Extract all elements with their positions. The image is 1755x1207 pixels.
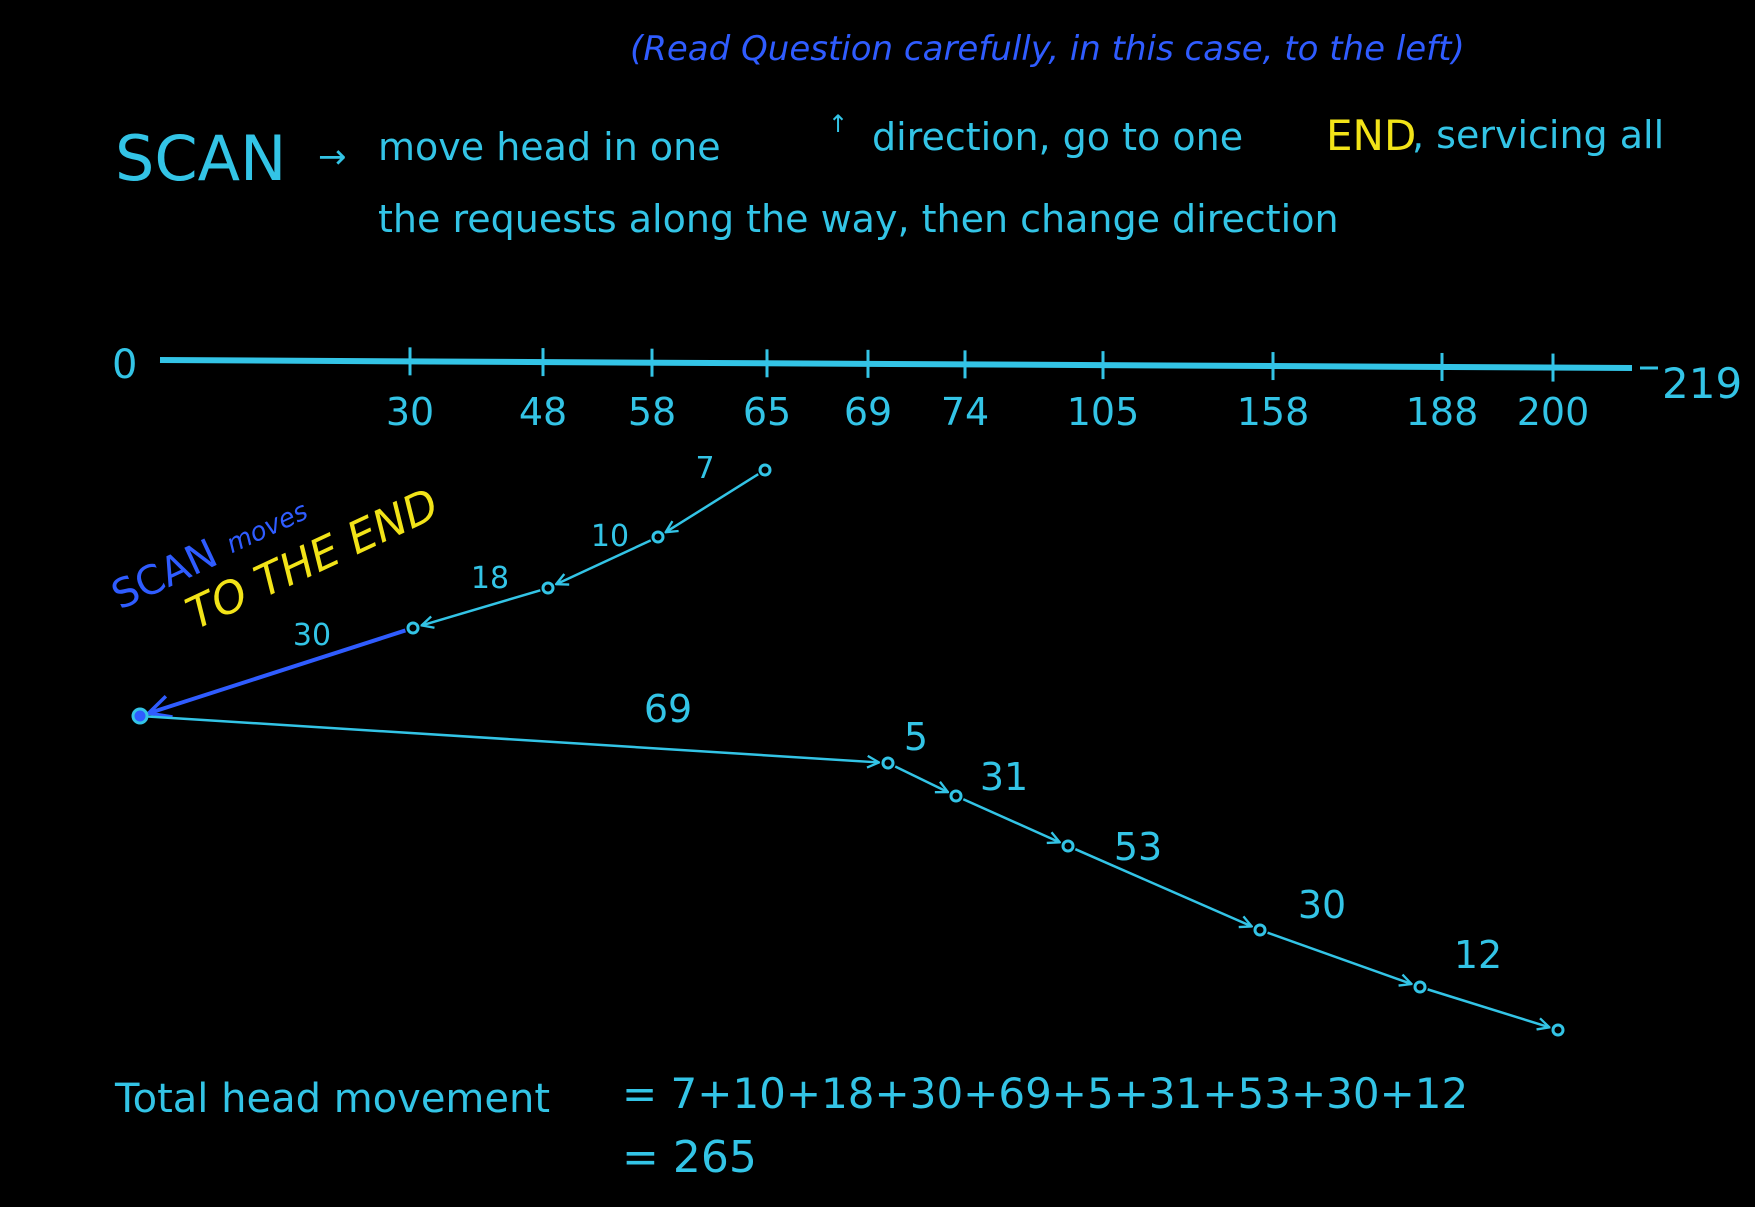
path-node-0 — [131, 707, 149, 725]
axis-ticks: 30 48 58 65 69 74 105 158 188 200 — [386, 347, 1589, 434]
step-distance-label-1: 7 — [695, 451, 714, 486]
path-node-158 — [1253, 923, 1267, 937]
step-distance-label-6: 5 — [904, 715, 928, 759]
number-line: 0 219 30 48 58 65 69 74 105 158 188 200 — [112, 342, 1742, 434]
step-distance-label-9: 30 — [1298, 883, 1346, 927]
path-node-200 — [1551, 1023, 1565, 1037]
total-calculation: Total head movement = 7+10+18+30+69+5+31… — [114, 1069, 1468, 1183]
step-distance-label-8: 53 — [1114, 825, 1162, 869]
step-distance-label-7: 31 — [980, 755, 1028, 799]
tick-label-69: 69 — [844, 390, 892, 434]
tick-label-158: 158 — [1237, 390, 1310, 434]
scan-definition: SCAN → move head in one ↑ direction, go … — [115, 110, 1664, 241]
tick-label-188: 188 — [1406, 390, 1479, 434]
path-segment-1 — [666, 473, 759, 532]
path-segment-2 — [556, 539, 652, 584]
path-segment-9 — [1267, 931, 1412, 984]
definition-arrow: → — [318, 137, 347, 177]
question-note: (Read Question carefully, in this case, … — [630, 29, 1465, 69]
axis-end-label: 219 — [1662, 359, 1742, 408]
scan-term: SCAN — [115, 122, 286, 195]
definition-line1-part2: direction, go to one — [872, 115, 1243, 159]
axis-start-label: 0 — [112, 342, 137, 388]
path-segment-7 — [962, 798, 1059, 842]
tick-label-58: 58 — [628, 390, 676, 434]
definition-line2: the requests along the way, then change … — [378, 197, 1339, 241]
step-distance-label-5: 69 — [644, 687, 692, 731]
path-segment-3 — [422, 589, 541, 625]
path-node-188 — [1413, 980, 1427, 994]
definition-line1-part1: move head in one — [378, 125, 721, 169]
annotation-to-the-end: TO THE END — [179, 479, 447, 640]
path-segment-4 — [149, 628, 406, 713]
step-distance-label-4: 30 — [293, 618, 331, 653]
path-segment-8 — [1074, 848, 1251, 926]
path-node-74 — [949, 789, 963, 803]
step-distance-label-10: 12 — [1454, 933, 1502, 977]
up-arrow-icon: ↑ — [828, 110, 848, 138]
step-distance-label-2: 10 — [591, 519, 629, 554]
path-node-30 — [406, 621, 420, 635]
tick-label-200: 200 — [1517, 390, 1590, 434]
tick-label-30: 30 — [386, 390, 434, 434]
total-expression: = 7+10+18+30+69+5+31+53+30+12 — [622, 1069, 1468, 1118]
path-segment-6 — [894, 765, 948, 792]
path-segment-5 — [147, 715, 879, 763]
step-distance-label-3: 18 — [471, 561, 509, 596]
tick-label-105: 105 — [1067, 390, 1140, 434]
axis-line — [159, 357, 1633, 371]
path-node-65 — [758, 463, 772, 477]
scan-annotation: SCAN moves TO THE END — [105, 479, 447, 640]
total-label: Total head movement — [114, 1076, 550, 1122]
total-result: = 265 — [622, 1132, 757, 1183]
end-word: END — [1326, 111, 1416, 160]
definition-line1-part3: , servicing all — [1412, 113, 1664, 157]
tick-label-48: 48 — [519, 390, 567, 434]
path-segment-10 — [1427, 988, 1550, 1027]
path-node-69 — [881, 756, 895, 770]
tick-label-74: 74 — [941, 390, 989, 434]
path-node-48 — [541, 581, 555, 595]
head-path: 7 10 18 30 69 5 31 53 30 12 — [131, 451, 1565, 1037]
path-node-105 — [1061, 839, 1075, 853]
tick-label-65: 65 — [743, 390, 791, 434]
path-node-58 — [651, 530, 665, 544]
